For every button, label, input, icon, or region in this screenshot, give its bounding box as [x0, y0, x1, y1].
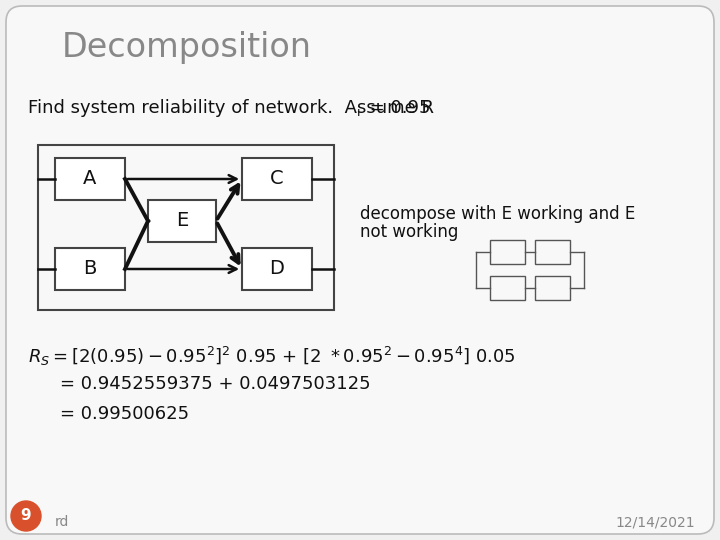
Text: D: D: [269, 260, 284, 279]
Bar: [490, 240, 525, 264]
Text: i: i: [357, 106, 361, 119]
Bar: [535, 276, 570, 300]
Bar: [535, 240, 570, 264]
Text: C: C: [270, 170, 284, 188]
FancyBboxPatch shape: [6, 6, 714, 534]
Bar: [148, 200, 216, 242]
Text: rd: rd: [55, 515, 69, 529]
Bar: [55, 158, 125, 200]
Text: = 0.95: = 0.95: [364, 99, 431, 117]
Bar: [242, 158, 312, 200]
Bar: [55, 248, 125, 290]
Text: = 0.9452559375 + 0.0497503125: = 0.9452559375 + 0.0497503125: [60, 375, 371, 393]
Text: B: B: [84, 260, 96, 279]
Text: decompose with E working and E: decompose with E working and E: [360, 205, 635, 223]
Bar: [242, 248, 312, 290]
Text: A: A: [84, 170, 96, 188]
Text: E: E: [176, 212, 188, 231]
Text: 12/14/2021: 12/14/2021: [616, 515, 695, 529]
Text: $R_S = [2(0.95) - 0.95^2]^2$ 0.95 + $[2\ *0.95^2 - 0.95^4]$ 0.05: $R_S = [2(0.95) - 0.95^2]^2$ 0.95 + $[2\…: [28, 345, 516, 368]
Text: Find system reliability of network.  Assume R: Find system reliability of network. Assu…: [28, 99, 434, 117]
Text: = 0.99500625: = 0.99500625: [60, 405, 189, 423]
Text: 9: 9: [21, 509, 31, 523]
Bar: [490, 276, 525, 300]
Bar: [38, 145, 334, 310]
Text: Decomposition: Decomposition: [62, 31, 312, 64]
Text: not working: not working: [360, 223, 459, 241]
Circle shape: [11, 501, 41, 531]
